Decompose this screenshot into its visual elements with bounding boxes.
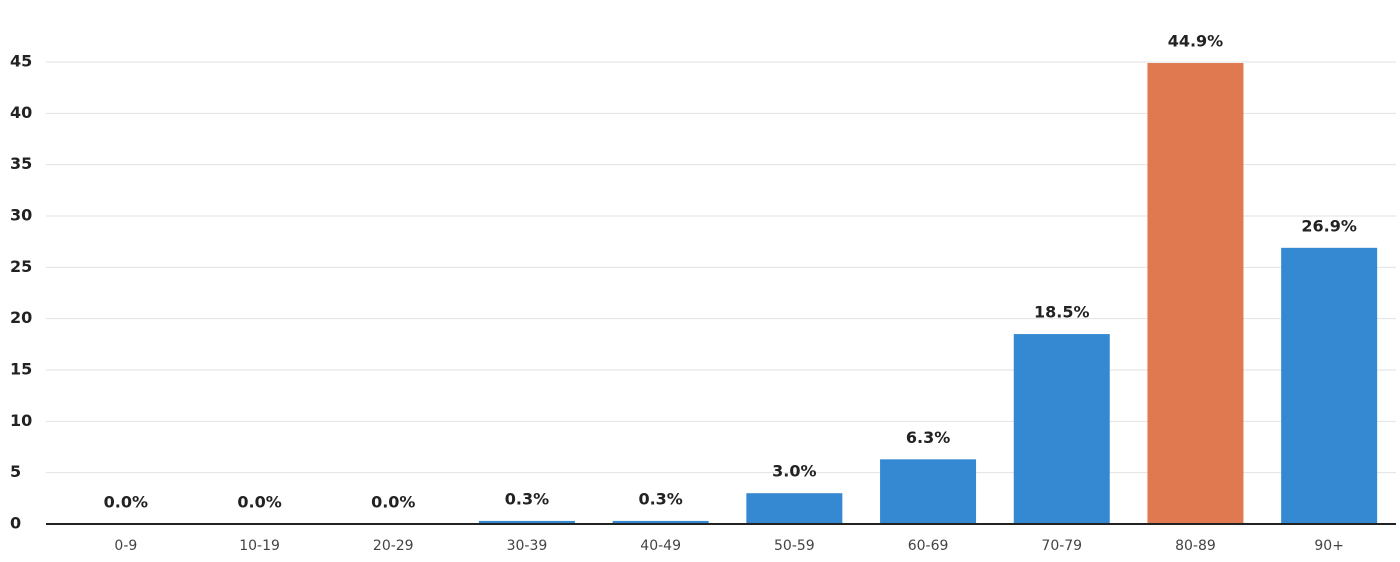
value-label: 0.0% <box>237 493 281 512</box>
bar <box>880 459 977 524</box>
x-tick-label: 20-29 <box>373 538 414 554</box>
y-tick-label: 10 <box>10 411 32 430</box>
y-tick-label: 0 <box>10 514 21 533</box>
x-tick-label: 80-89 <box>1175 538 1216 554</box>
value-label: 44.9% <box>1168 32 1224 51</box>
x-tick-label: 60-69 <box>908 538 949 554</box>
y-tick-label: 20 <box>10 308 32 327</box>
y-tick-label: 35 <box>10 154 32 173</box>
y-tick-label: 40 <box>10 103 32 122</box>
x-tick-label: 40-49 <box>640 538 681 554</box>
value-label: 0.3% <box>505 489 549 508</box>
bar <box>1281 247 1378 524</box>
value-label: 6.3% <box>906 428 950 447</box>
x-tick-label: 10-19 <box>239 538 280 554</box>
value-label: 18.5% <box>1034 303 1090 322</box>
value-label: 26.9% <box>1301 216 1357 235</box>
x-tick-label: 90+ <box>1314 538 1344 554</box>
bar <box>478 520 575 524</box>
y-tick-label: 30 <box>10 206 32 225</box>
bar <box>1147 63 1244 524</box>
bar <box>612 520 709 524</box>
value-label: 3.0% <box>772 462 816 481</box>
x-tick-label: 50-59 <box>774 538 815 554</box>
x-tick-label: 30-39 <box>507 538 548 554</box>
bar <box>1013 334 1110 524</box>
x-tick-label: 70-79 <box>1041 538 1082 554</box>
y-tick-label: 15 <box>10 360 32 379</box>
bar <box>746 493 843 524</box>
y-tick-label: 25 <box>10 257 32 276</box>
y-tick-label: 45 <box>10 52 32 71</box>
value-label: 0.3% <box>638 489 682 508</box>
x-tick-label: 0-9 <box>114 538 137 554</box>
value-label: 0.0% <box>104 493 148 512</box>
value-label: 0.0% <box>371 493 415 512</box>
y-tick-label: 5 <box>10 462 21 481</box>
